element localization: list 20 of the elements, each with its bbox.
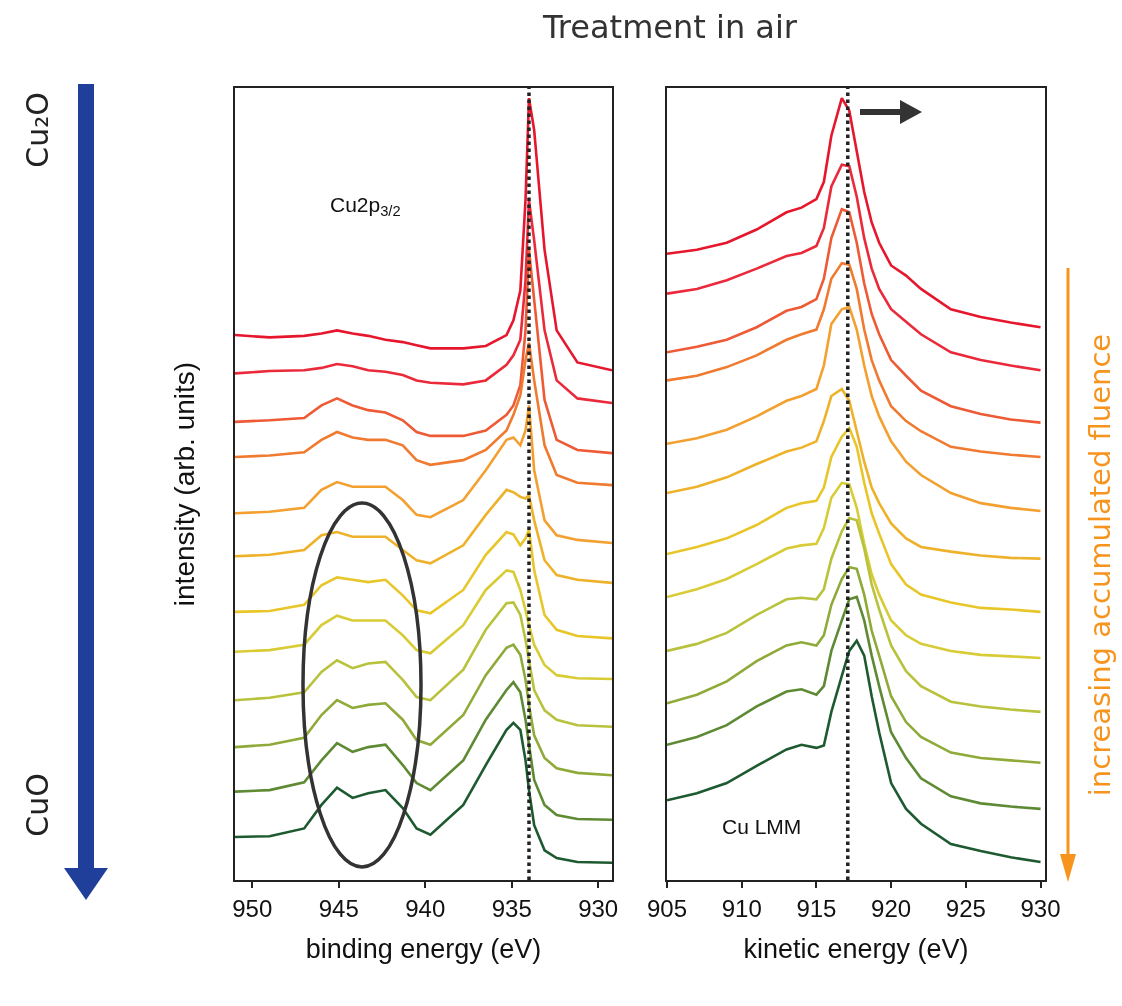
x-tick-label: 910	[721, 894, 762, 922]
x-tick-label: 905	[646, 894, 688, 922]
x-tick-label: 940	[405, 894, 446, 922]
y-axis-title: intensity (arb. units)	[169, 361, 201, 607]
x-tick-label: 935	[491, 894, 532, 922]
text: Cu₂O	[19, 92, 55, 168]
x-axis-title: binding energy (eV)	[305, 933, 542, 964]
text: CuO	[19, 773, 55, 837]
text: increasing accumulated fluence	[1083, 333, 1117, 797]
x-tick-label: 945	[318, 894, 359, 922]
x-tick-label: 920	[871, 894, 912, 922]
x-tick-label: 930	[1020, 894, 1061, 922]
x-tick-label: 950	[232, 894, 273, 922]
x-axis-title: kinetic energy (eV)	[743, 933, 969, 964]
x-tick-label: 925	[945, 894, 986, 922]
x-tick-label: 930	[578, 894, 619, 922]
chart-title: Treatment in air	[543, 8, 797, 46]
x-tick-label: 915	[796, 894, 837, 922]
annotation: Cu LMM	[722, 815, 802, 838]
annotation: Cu2p$_{3/2}$	[330, 193, 401, 220]
